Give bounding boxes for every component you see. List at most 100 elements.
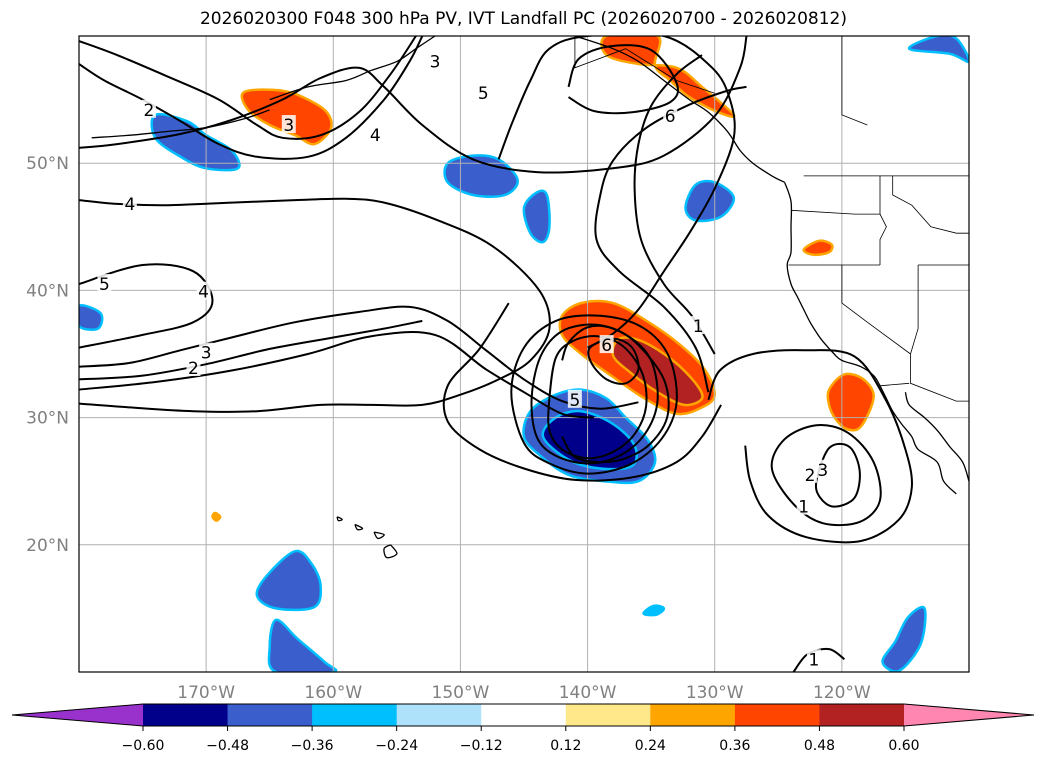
colorbar-swatch (396, 704, 482, 726)
map-frame (78, 35, 970, 673)
contour-4-north (79, 36, 748, 174)
pv-negative-north-pacific (443, 154, 519, 198)
colorbar-tick-label: −0.36 (291, 738, 334, 754)
contour-label: 4 (370, 126, 381, 146)
colorbar-tick-label: −0.48 (206, 738, 249, 754)
coast-west-us (783, 182, 957, 495)
contour-label: 5 (569, 391, 580, 411)
contour-2-south (510, 314, 678, 475)
contour-label: 2 (144, 101, 155, 121)
contour-3-alaska (79, 36, 417, 140)
lat-tick-label: 50°N (26, 154, 69, 174)
pv-negative-southwest (267, 618, 338, 672)
colorbar-tick-label: 0.36 (719, 738, 750, 754)
coastline-layer (91, 36, 969, 559)
colorbar-tick-label: 0.60 (888, 738, 919, 754)
contour-label: 1 (798, 498, 809, 518)
colorbar-swatch (227, 704, 313, 726)
lat-tick-label: 40°N (26, 281, 69, 301)
colorbar-tick-label: −0.24 (375, 738, 418, 754)
contour-4-south (547, 335, 648, 460)
contour-1-ridge (633, 54, 716, 355)
border-wa-or (790, 209, 880, 215)
pv-positive-tiny-1 (211, 511, 222, 522)
contour-label-bg (368, 125, 383, 144)
contour-4-west-b (79, 305, 639, 410)
pv-negative-west-edge (79, 303, 104, 331)
lon-tick-label: 120°W (813, 683, 871, 703)
lat-tick-label: 20°N (26, 536, 69, 556)
contour-label-bg (141, 99, 156, 118)
contour-label: 2 (805, 466, 816, 486)
contour-label-bg (567, 389, 582, 408)
coast-hawaii-maui (373, 531, 385, 540)
border-mexico (879, 382, 910, 387)
pv-negative-subtropical-core (541, 409, 638, 471)
coast-hawaii (383, 544, 398, 559)
contour-label: 5 (99, 275, 110, 295)
contour-label-bg (663, 106, 678, 125)
contour-1-east (707, 349, 913, 544)
contour-label: 1 (693, 317, 704, 337)
contour-label-bg (803, 464, 818, 483)
contour-label: 1 (808, 650, 819, 670)
contour-label-bg (428, 51, 442, 70)
contour-label-bg (186, 357, 201, 376)
contour-label: 3 (817, 461, 828, 481)
contour-label: 5 (478, 84, 489, 104)
lon-tick-label: 150°W (432, 683, 490, 703)
contour-label-bg (196, 281, 211, 300)
contour-2-alaska (79, 36, 424, 160)
border-id-mt (892, 175, 969, 234)
pv-positive-nevada (802, 239, 834, 257)
pv-negative-east-strip (881, 605, 927, 672)
contour-label: 4 (198, 283, 209, 303)
colorbar-swatch (650, 704, 736, 726)
colorbar-tick-label: −0.12 (460, 738, 503, 754)
colorbar-tick-label: −0.60 (122, 738, 165, 754)
contour-label-bg (122, 193, 137, 212)
pv-positive-gulf-of-alaska (600, 36, 736, 118)
pv-positive-baja (826, 372, 875, 432)
lon-tick-label: 170°W (177, 683, 235, 703)
colorbar-swatch (312, 704, 398, 726)
pv-negative-vertical (522, 189, 551, 244)
contour-label-bg (97, 274, 112, 293)
lon-tick-label: 160°W (304, 683, 362, 703)
lon-tick-label: 140°W (559, 683, 617, 703)
lon-tick-label: 130°W (686, 683, 744, 703)
colorbar-tick-label: 0.12 (550, 738, 581, 754)
colorbar-swatch (734, 704, 820, 726)
lat-tick-label: 30°N (26, 409, 69, 429)
border-nwt (841, 36, 868, 126)
pv-negative-hawaii-south (255, 549, 323, 612)
longitude-tick-labels: 170°W 160°W 150°W 140°W 130°W 120°W (177, 683, 871, 703)
contour-2-east (770, 423, 882, 527)
coast-baja-inner (904, 391, 969, 482)
contour-label: 3 (430, 52, 441, 72)
pv-negative-alaska-peninsula (150, 112, 241, 172)
pv-negative-offshore (684, 179, 736, 223)
contour-label: 2 (188, 359, 199, 379)
contour-label: 6 (601, 336, 612, 356)
colorbar-swatch (819, 704, 905, 726)
contour-label: 3 (201, 344, 212, 364)
contour-2-west (79, 319, 423, 381)
pv-negative-tiny-1 (642, 604, 666, 617)
colorbar-swatch (481, 704, 567, 726)
colorbar-tick-label: 0.24 (635, 738, 666, 754)
latitude-tick-labels: 20°N 30°N 40°N 50°N (26, 154, 69, 556)
contour-5-west (79, 263, 214, 349)
colorbar-swatch (565, 704, 651, 726)
contour-label-bg (281, 115, 296, 134)
contour-3-south (530, 323, 659, 465)
map-title: 2026020300 F048 300 hPa PV, IVT Landfall… (199, 9, 847, 29)
colorbar-over-arrow (904, 704, 1034, 726)
coast-southeast-alaska (574, 36, 785, 183)
contour-label-bg (599, 335, 614, 354)
contour-label-bg (476, 83, 491, 102)
contour-1-south (442, 302, 722, 482)
border-az (910, 354, 969, 402)
